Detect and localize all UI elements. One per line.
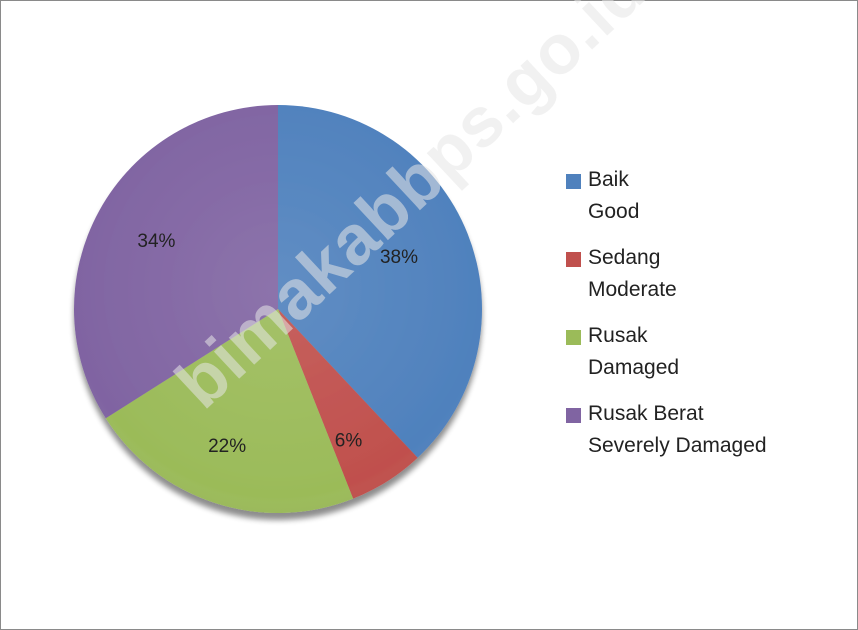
legend-label-rusak-berat: Rusak Berat <box>588 402 704 425</box>
data-label-baik: 38% <box>380 247 418 268</box>
legend-item-baik: Baik Good <box>566 164 846 228</box>
legend-label-moderate: Moderate <box>588 278 677 301</box>
legend-swatch-rusak <box>566 330 581 345</box>
legend-swatch-rusak-berat <box>566 408 581 423</box>
data-label-rusak-berat: 34% <box>137 231 175 252</box>
legend-item-rusak: Rusak Damaged <box>566 320 846 384</box>
data-label-sedang: 6% <box>335 431 363 452</box>
legend-label-damaged: Damaged <box>588 356 680 379</box>
legend-item-rusak-berat: Rusak Berat Severely Damaged <box>566 398 846 462</box>
legend: Baik Good Sedang Moderate Rusak Damaged … <box>566 164 846 476</box>
legend-label-rusak: Rusak <box>588 324 648 347</box>
data-label-rusak: 22% <box>208 436 246 457</box>
legend-swatch-baik <box>566 174 581 189</box>
legend-label-baik: Baik <box>588 168 629 191</box>
legend-item-sedang: Sedang Moderate <box>566 242 846 306</box>
legend-label-good: Good <box>588 200 640 223</box>
legend-label-sedang: Sedang <box>588 246 661 269</box>
legend-label-severely-damaged: Severely Damaged <box>588 434 767 457</box>
legend-swatch-sedang <box>566 252 581 267</box>
pie-shading <box>74 105 482 513</box>
